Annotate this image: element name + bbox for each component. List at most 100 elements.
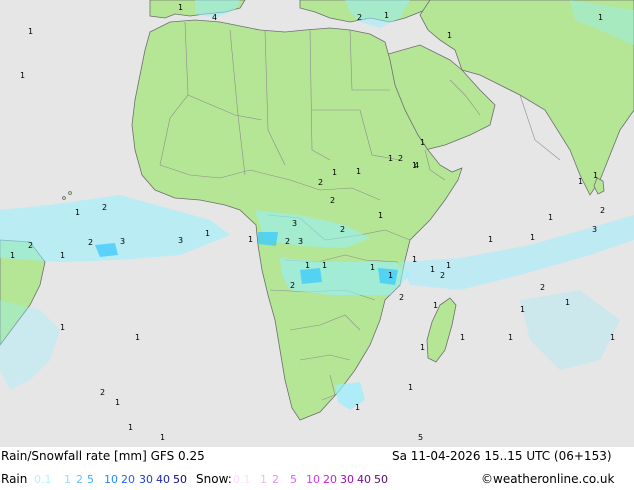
- snow-scale-value: 50: [374, 473, 388, 486]
- map-labels: 1 4 2 1 1 1 1 1 2 1 2 1 2 1 3 3 1 1 3 2 …: [10, 3, 615, 442]
- map-label: 2: [600, 206, 605, 215]
- snow-scale-value: 5: [290, 473, 297, 486]
- rain-streaks-east: [520, 290, 620, 370]
- credit-link[interactable]: ©weatheronline.co.uk: [481, 472, 615, 486]
- rain-scale-value: 30: [139, 473, 153, 486]
- map-label: 1: [446, 261, 451, 270]
- map-label: 1: [115, 398, 120, 407]
- map-label: 1: [388, 154, 393, 163]
- map-label: 4: [414, 161, 419, 170]
- rain-scale-value: 50: [173, 473, 187, 486]
- map-label: 1: [28, 27, 33, 36]
- map-label: 1: [388, 271, 393, 280]
- rain-scale-value: 20: [121, 473, 135, 486]
- legend-datetime: Sa 11-04-2026 15..15 UTC (06+153): [392, 449, 612, 463]
- map-label: 1: [598, 13, 603, 22]
- map-label: 1: [420, 343, 425, 352]
- map-label: 1: [520, 305, 525, 314]
- map-label: 1: [60, 323, 65, 332]
- map-label: 1: [248, 235, 253, 244]
- map-label: 1: [412, 161, 417, 170]
- snow-scale-value: 0.1: [233, 473, 251, 486]
- map-label: 5: [418, 433, 423, 442]
- map-label: 1: [322, 261, 327, 270]
- map-label: 2: [102, 203, 107, 212]
- rain-scale-value: 10: [104, 473, 118, 486]
- rain-band-atlantic: [0, 195, 230, 262]
- map-label: 1: [135, 333, 140, 342]
- rain-patch-med: [345, 0, 410, 28]
- rain-patch-heavy-2: [300, 268, 322, 284]
- rain-band-south: [280, 258, 410, 295]
- map-label: 2: [540, 283, 545, 292]
- map-label: 1: [305, 261, 310, 270]
- map-label: 1: [370, 263, 375, 272]
- map-label: 1: [160, 433, 165, 442]
- map-label: 3: [292, 219, 297, 228]
- rain-patch-n: [195, 0, 240, 18]
- rain-scale-value: 5: [87, 473, 94, 486]
- rain-scale-value: 2: [76, 473, 83, 486]
- snow-scale-value: 1: [260, 473, 267, 486]
- map-label: 3: [298, 237, 303, 246]
- map-label: 3: [178, 236, 183, 245]
- map-label: 1: [355, 403, 360, 412]
- rain-band-indian: [400, 215, 634, 290]
- rain-patch-heavy-1: [95, 243, 118, 257]
- map-label: 1: [10, 251, 15, 260]
- map-label: 1: [433, 301, 438, 310]
- precip-layer: [0, 0, 634, 410]
- map-label: 2: [88, 238, 93, 247]
- map-label: 1: [430, 265, 435, 274]
- map-label: 2: [340, 225, 345, 234]
- legend: Rain/Snowfall rate [mm] GFS 0.25 Sa 11-0…: [0, 447, 634, 490]
- rain-patch-ne: [570, 0, 634, 45]
- map-label: 2: [28, 241, 33, 250]
- map-label: 1: [488, 235, 493, 244]
- snow-scale-value: 40: [357, 473, 371, 486]
- map-label: 2: [440, 271, 445, 280]
- map-label: 1: [205, 229, 210, 238]
- map-label: 3: [592, 225, 597, 234]
- rain-band-se: [335, 382, 365, 410]
- map-label: 2: [290, 281, 295, 290]
- map-label: 1: [420, 138, 425, 147]
- snow-scale-value: 20: [323, 473, 337, 486]
- map-label: 1: [610, 333, 615, 342]
- map-label: 2: [330, 196, 335, 205]
- map-label: 1: [178, 3, 183, 12]
- map-label: 1: [460, 333, 465, 342]
- map-label: 3: [120, 237, 125, 246]
- map-label: 1: [384, 11, 389, 20]
- map-label: 1: [332, 168, 337, 177]
- snow-scale-value: 30: [340, 473, 354, 486]
- map-label: 1: [75, 208, 80, 217]
- rain-scale-value: 0.1: [34, 473, 52, 486]
- land-island-1: [68, 191, 72, 195]
- map-label: 1: [60, 251, 65, 260]
- map-label: 1: [565, 298, 570, 307]
- map-label: 1: [548, 213, 553, 222]
- map-label: 1: [530, 233, 535, 242]
- borders: [159, 21, 561, 401]
- map-label: 2: [399, 293, 404, 302]
- rain-streaks-west: [0, 300, 60, 390]
- snow-scale-value: 2: [272, 473, 279, 486]
- rain-scale-value: 1: [64, 473, 71, 486]
- map-label: 1: [447, 31, 452, 40]
- snow-scale-value: 10: [306, 473, 320, 486]
- map-label: 1: [128, 423, 133, 432]
- map-label: 1: [412, 255, 417, 264]
- map-label: 2: [318, 178, 323, 187]
- map-label: 1: [408, 383, 413, 392]
- legend-title: Rain/Snowfall rate [mm] GFS 0.25: [1, 449, 205, 463]
- map-label: 4: [212, 13, 217, 22]
- rain-scale-value: 40: [156, 473, 170, 486]
- precipitation-map: 1 4 2 1 1 1 1 1 2 1 2 1 2 1 3 3 1 1 3 2 …: [0, 0, 634, 442]
- map-label: 1: [578, 177, 583, 186]
- map-label: 2: [398, 154, 403, 163]
- rain-band-central: [255, 210, 370, 248]
- map-label: 1: [20, 71, 25, 80]
- map-label: 1: [508, 333, 513, 342]
- land-island-2: [62, 196, 66, 200]
